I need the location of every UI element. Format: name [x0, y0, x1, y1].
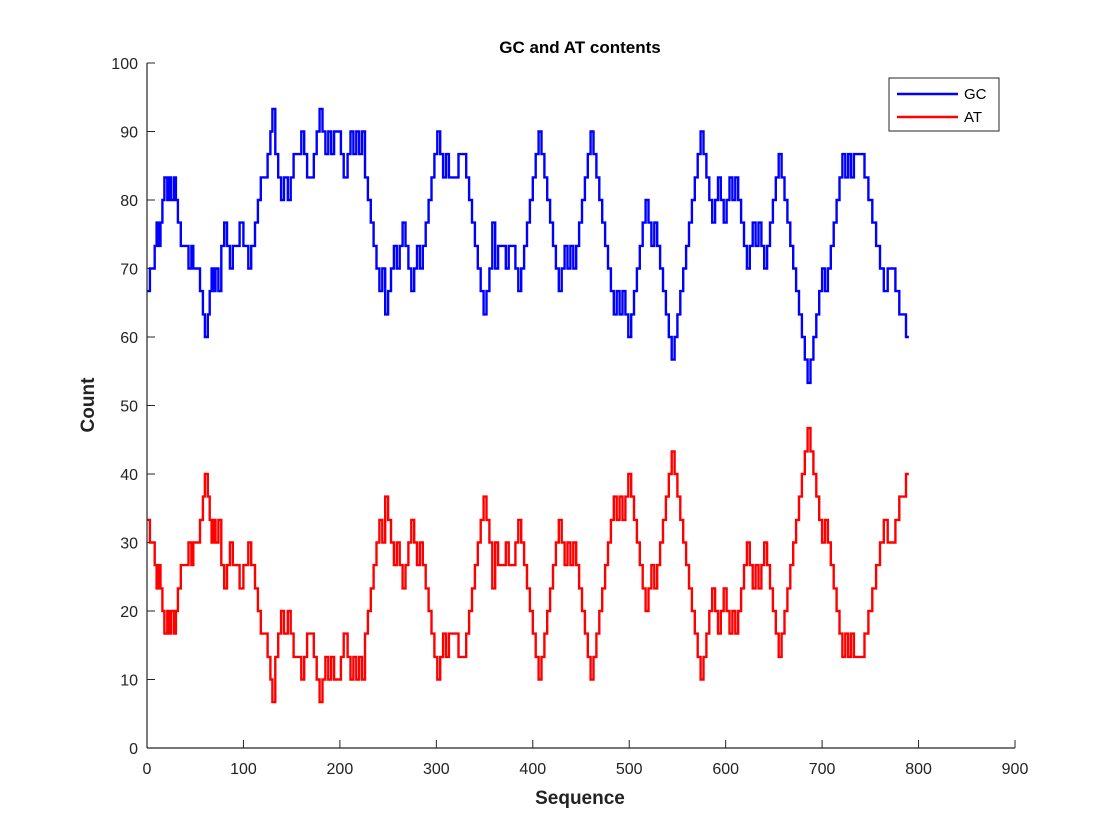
- y-tick-label: 30: [120, 536, 138, 553]
- y-tick-label: 20: [120, 604, 138, 621]
- x-tick-label: 100: [230, 761, 257, 778]
- y-tick-label: 50: [120, 399, 138, 416]
- y-tick-label: 100: [111, 56, 138, 73]
- y-tick-label: 90: [120, 125, 138, 142]
- y-tick-label: 80: [120, 193, 138, 210]
- y-tick-label: 40: [120, 467, 138, 484]
- legend-at-label: AT: [964, 109, 982, 126]
- x-axis-ticks: 0 100 200 300 400 500 600 700 800 900: [143, 740, 1029, 778]
- x-tick-label: 900: [1002, 761, 1029, 778]
- legend: GC AT: [888, 77, 1000, 132]
- x-tick-label: 400: [519, 761, 546, 778]
- y-axis-label: Count: [78, 377, 99, 433]
- x-axis-label: Sequence: [535, 788, 625, 809]
- series-line-gc: [147, 107, 909, 385]
- x-tick-label: 500: [616, 761, 643, 778]
- legend-box: [888, 77, 1000, 132]
- x-tick-label: 0: [143, 761, 152, 778]
- x-tick-label: 600: [712, 761, 739, 778]
- y-tick-label: 10: [120, 673, 138, 690]
- y-tick-label: 60: [120, 330, 138, 347]
- legend-gc-label: GC: [964, 86, 987, 103]
- chart-title: GC and AT contents: [499, 38, 661, 57]
- series-layer: [147, 107, 909, 704]
- y-tick-label: 0: [129, 741, 138, 758]
- x-tick-label: 800: [905, 761, 932, 778]
- x-tick-label: 300: [423, 761, 450, 778]
- series-line-at: [147, 426, 909, 704]
- x-tick-label: 700: [809, 761, 836, 778]
- x-tick-label: 200: [327, 761, 354, 778]
- y-axis-ticks: 0 10 20 30 40 50 60 70 80 90 100: [111, 56, 155, 758]
- y-tick-label: 70: [120, 262, 138, 279]
